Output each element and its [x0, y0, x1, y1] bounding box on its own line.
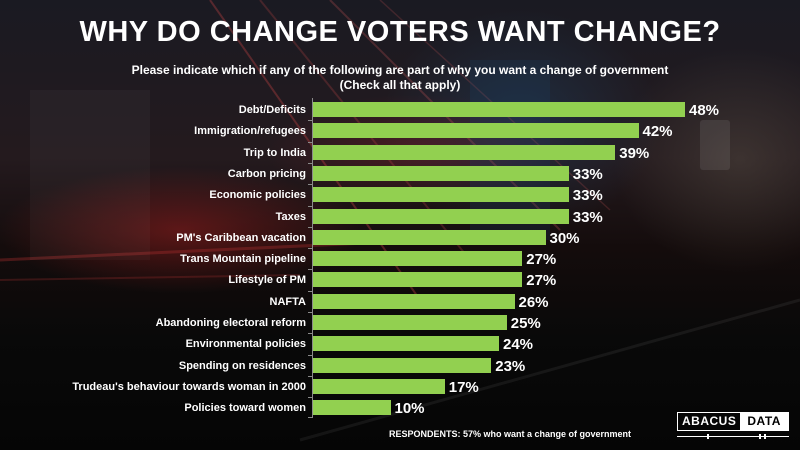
axis-tick	[308, 417, 312, 418]
category-label: NAFTA	[269, 295, 306, 308]
logo-text-abacus: ABACUS	[682, 414, 737, 428]
value-label: 30%	[549, 229, 580, 247]
chart-title: WHY DO CHANGE VOTERS WANT CHANGE?	[79, 16, 721, 48]
value-label: 24%	[503, 336, 534, 354]
logo-wordmark: ABACUS DATA	[677, 412, 789, 431]
y-axis-line	[312, 98, 313, 418]
logo-rule-bead	[764, 434, 766, 439]
axis-tick	[308, 248, 312, 250]
axis-tick	[308, 397, 312, 399]
value-label: 33%	[572, 208, 603, 226]
axis-tick	[308, 375, 312, 377]
category-label: Policies toward women	[184, 402, 306, 415]
value-label: 27%	[526, 272, 557, 290]
axis-tick	[308, 205, 312, 207]
bar	[313, 336, 499, 352]
category-label: Spending on residences	[178, 359, 306, 372]
chart-subtitle: Please indicate which if any of the foll…	[0, 63, 800, 93]
value-label: 39%	[619, 144, 650, 162]
category-label: Economic policies	[209, 189, 306, 202]
value-label: 27%	[526, 251, 557, 269]
bar	[313, 293, 515, 309]
axis-tick	[308, 226, 312, 228]
category-label: Trans Mountain pipeline	[180, 253, 306, 266]
value-label: 17%	[448, 378, 479, 396]
bar	[313, 400, 391, 416]
logo-text-data: DATA	[740, 413, 788, 430]
value-label: 26%	[518, 293, 549, 311]
value-label: 25%	[510, 315, 541, 332]
bar	[313, 229, 546, 245]
category-label: PM's Caribbean vacation	[176, 231, 306, 244]
axis-tick	[308, 184, 312, 186]
bar	[313, 315, 507, 330]
value-label: 42%	[642, 123, 673, 141]
axis-tick	[308, 269, 312, 271]
bar	[313, 378, 445, 394]
logo-abacus-rule	[677, 434, 789, 440]
axis-tick	[308, 120, 312, 122]
value-label: 33%	[572, 187, 603, 205]
logo-rule-bead	[759, 434, 761, 439]
subtitle-line-1: Please indicate which if any of the foll…	[131, 63, 669, 77]
respondents-note: RESPONDENTS: 57% who want a change of go…	[389, 429, 632, 439]
bar	[313, 144, 616, 160]
abacus-data-logo: ABACUS DATA	[677, 412, 789, 442]
bar	[313, 357, 492, 373]
bar	[313, 208, 569, 224]
logo-rule-bead	[707, 434, 709, 439]
subtitle-line-2: (Check all that apply)	[339, 78, 461, 92]
bar	[313, 251, 523, 267]
axis-tick	[308, 290, 312, 292]
value-label: 10%	[394, 400, 425, 418]
category-label: Debt/Deficits	[238, 104, 306, 116]
axis-tick	[308, 141, 312, 143]
bar	[313, 272, 523, 288]
category-label: Immigration/refugees	[194, 125, 306, 138]
axis-tick	[308, 333, 312, 335]
category-label: Abandoning electoral reform	[155, 317, 306, 329]
bar	[313, 123, 639, 139]
category-label: Environmental policies	[185, 338, 306, 351]
bar	[313, 165, 569, 181]
category-label: Carbon pricing	[227, 167, 306, 180]
category-label: Trudeau's behaviour towards woman in 200…	[72, 380, 306, 393]
logo-rule-line	[677, 436, 789, 437]
value-label: 33%	[572, 165, 603, 183]
value-label: 48%	[689, 102, 720, 119]
axis-tick	[308, 162, 312, 164]
value-label: 23%	[495, 357, 526, 375]
bar	[313, 187, 569, 203]
category-label: Trip to India	[243, 146, 306, 159]
category-label: Lifestyle of PM	[228, 274, 306, 287]
axis-tick	[308, 312, 312, 313]
category-label: Taxes	[275, 210, 306, 223]
bar	[313, 102, 685, 117]
axis-tick	[308, 354, 312, 356]
